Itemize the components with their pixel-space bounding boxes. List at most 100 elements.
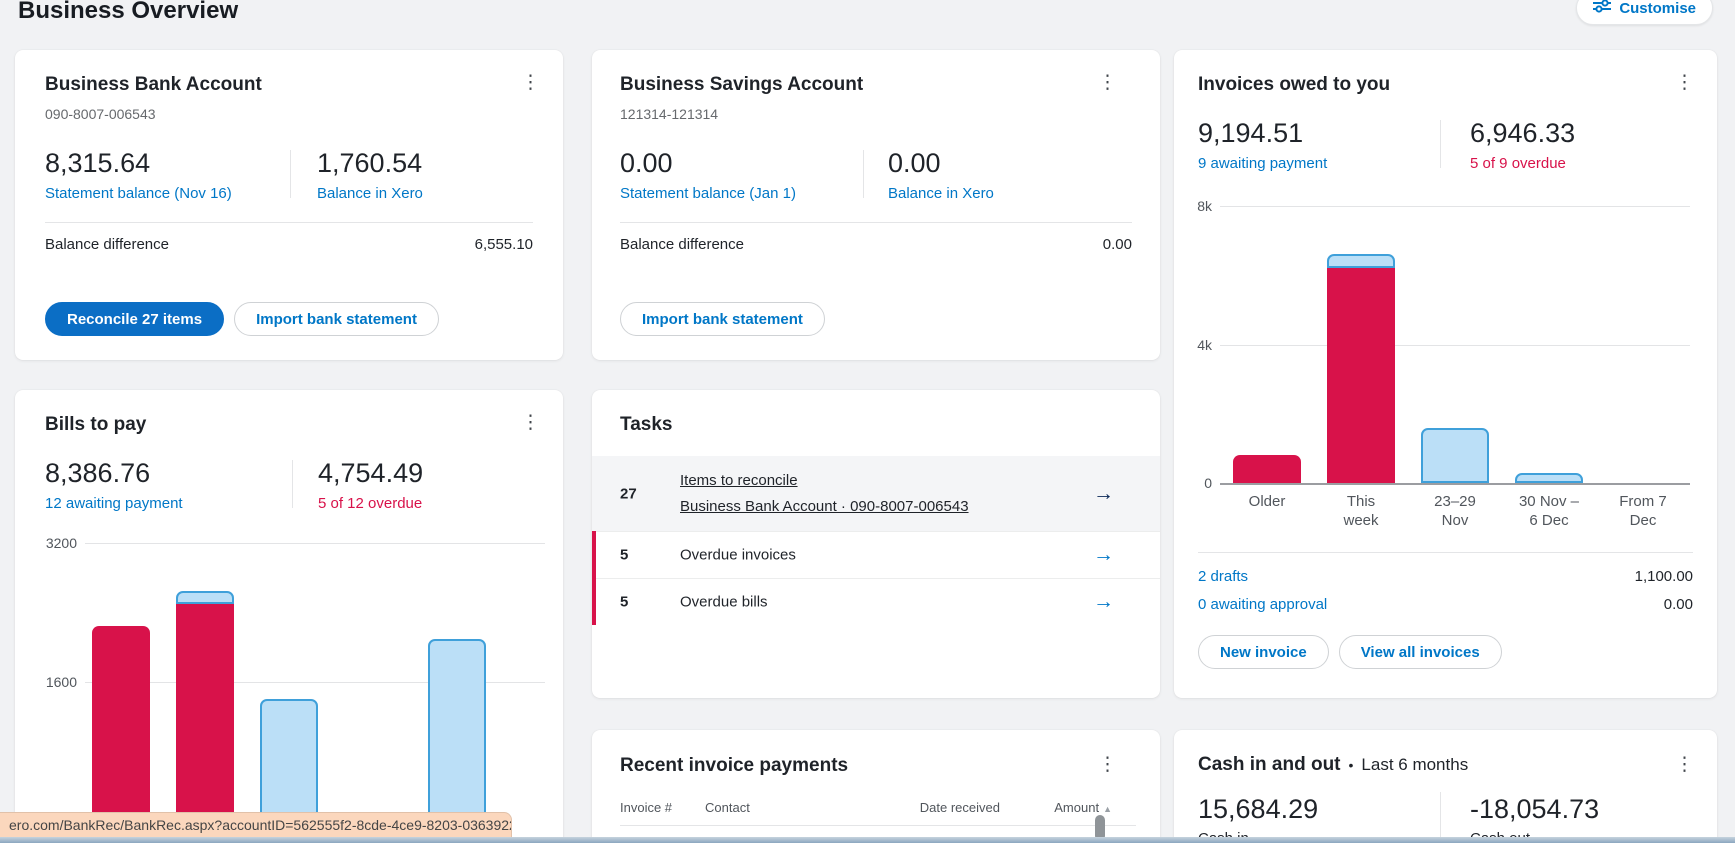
awaiting-payment-link[interactable]: 9 awaiting payment — [1198, 155, 1328, 172]
bills-to-pay-chart: 3200 1600 — [46, 535, 545, 821]
bar-segment-overdue — [176, 603, 234, 821]
kebab-menu-icon[interactable]: ⋮ — [521, 72, 540, 93]
invoices-owed-card: Invoices owed to you ⋮ 9,194.51 9 awaiti… — [1174, 50, 1717, 698]
column-header-date-received[interactable]: Date received — [919, 800, 1000, 815]
kebab-menu-icon[interactable]: ⋮ — [521, 412, 540, 433]
scrollbar-thumb[interactable] — [1095, 815, 1105, 841]
awaiting-payment-block: 9,194.51 9 awaiting payment — [1198, 118, 1327, 172]
task-row-overdue-invoices[interactable]: 5 Overdue invoices → — [592, 531, 1160, 578]
overdue-stripe — [592, 578, 596, 625]
gridline — [1220, 206, 1690, 207]
column-header-invoice[interactable]: Invoice # — [620, 800, 673, 815]
status-url-tooltip: ero.com/BankRec/BankRec.aspx?accountID=5… — [0, 812, 512, 838]
y-axis-tick-label: 3200 — [45, 535, 77, 551]
gridline — [1220, 483, 1690, 485]
task-count: 5 — [620, 593, 629, 610]
customise-label: Customise — [1619, 0, 1696, 17]
bar-5 — [428, 638, 486, 821]
column-header-contact[interactable]: Contact — [705, 800, 750, 815]
card-title-row: Cash in and out • Last 6 months — [1198, 754, 1468, 776]
reconcile-button[interactable]: Reconcile 27 items — [45, 302, 225, 336]
statement-balance-amount: 8,315.64 — [45, 148, 151, 178]
xero-balance-amount: 1,760.54 — [317, 148, 423, 178]
y-axis-tick-label: 4k — [1197, 336, 1212, 353]
y-axis-tick-label: 0 — [1204, 475, 1212, 491]
xero-balance-block: 1,760.54 Balance in Xero — [317, 148, 423, 202]
kebab-menu-icon[interactable]: ⋮ — [1675, 754, 1694, 775]
sliders-icon — [1593, 0, 1612, 17]
awaiting-amount: 8,386.76 — [45, 458, 151, 488]
bank-account-card: Business Bank Account ⋮ 090-8007-006543 … — [15, 50, 563, 360]
card-title: Business Savings Account — [620, 74, 864, 95]
divider — [592, 531, 1160, 532]
task-count: 5 — [620, 546, 629, 563]
task-row-items-to-reconcile[interactable]: 27 Items to reconcile Business Bank Acco… — [592, 456, 1160, 531]
xero-balance-block: 0.00 Balance in Xero — [888, 148, 994, 202]
xero-balance-link[interactable]: Balance in Xero — [317, 185, 423, 202]
awaiting-payment-link[interactable]: 12 awaiting payment — [45, 495, 183, 512]
statement-balance-link[interactable]: Statement balance (Jan 1) — [620, 185, 796, 202]
kebab-menu-icon[interactable]: ⋮ — [1098, 72, 1117, 93]
card-title: Recent invoice payments — [620, 755, 849, 776]
arrow-right-icon[interactable]: → — [1093, 589, 1114, 613]
overdue-block: 4,754.49 5 of 12 overdue — [318, 458, 423, 512]
card-title: Bills to pay — [45, 414, 147, 435]
awaiting-amount: 9,194.51 — [1198, 118, 1304, 148]
items-to-reconcile-link[interactable]: Items to reconcile — [680, 471, 798, 489]
bills-to-pay-card: Bills to pay ⋮ 8,386.76 12 awaiting paym… — [15, 390, 563, 843]
view-all-invoices-button[interactable]: View all invoices — [1338, 635, 1502, 669]
awaiting-approval-value: 0.00 — [1663, 596, 1693, 613]
import-statement-button[interactable]: Import bank statement — [620, 302, 825, 336]
statement-balance-link[interactable]: Statement balance (Nov 16) — [45, 185, 232, 202]
cash-out-block: -18,054.73 Cash out — [1470, 794, 1599, 843]
bar-segment-awaiting — [260, 699, 318, 821]
task-row-overdue-bills[interactable]: 5 Overdue bills → — [592, 578, 1160, 625]
bar-segment-awaiting — [428, 638, 486, 821]
bank-account-link[interactable]: Business Bank Account · 090-8007-006543 — [680, 497, 969, 515]
gridline — [85, 682, 545, 683]
awaiting-approval-link[interactable]: 0 awaiting approval — [1198, 596, 1328, 613]
y-axis-tick-label: 1600 — [45, 674, 77, 690]
bar-segment-overdue — [92, 625, 150, 821]
overdue-link[interactable]: 5 of 9 overdue — [1470, 155, 1566, 172]
overdue-stripe — [592, 531, 596, 578]
task-label: Overdue bills — [680, 593, 768, 610]
bar-segment-awaiting — [176, 590, 234, 604]
divider — [620, 222, 1132, 223]
divider — [592, 578, 1160, 579]
invoices-owed-chart: 8k 4k 0 Older This week 23–29 Nov 30 Nov –6 Dec F… — [1197, 198, 1690, 529]
button-row: Reconcile 27 items Import bank statement — [45, 302, 439, 336]
bar-segment-overdue — [1233, 455, 1301, 483]
new-invoice-button[interactable]: New invoice — [1198, 635, 1329, 669]
gridline — [1220, 344, 1690, 346]
sort-ascending-icon: ▲ — [1103, 804, 1112, 814]
account-number: 090-8007-006543 — [45, 106, 156, 122]
statement-balance-block: 0.00 Statement balance (Jan 1) — [620, 148, 796, 202]
xero-balance-link[interactable]: Balance in Xero — [888, 185, 994, 202]
overdue-amount: 6,946.33 — [1470, 118, 1576, 148]
overdue-block: 6,946.33 5 of 9 overdue — [1470, 118, 1575, 172]
y-axis-tick-label: 8k — [1197, 198, 1212, 214]
page-title: Business Overview — [18, 0, 239, 24]
drafts-link[interactable]: 2 drafts — [1198, 568, 1249, 585]
divider — [1198, 552, 1693, 553]
column-header-amount[interactable]: Amount ▲ — [1054, 800, 1112, 815]
kebab-menu-icon[interactable]: ⋮ — [1675, 72, 1694, 93]
bar-segment-overdue — [1327, 268, 1395, 483]
import-statement-button[interactable]: Import bank statement — [234, 302, 439, 336]
card-title: Cash in and out — [1198, 754, 1341, 775]
xero-balance-amount: 0.00 — [888, 148, 941, 178]
customise-button[interactable]: Customise — [1576, 0, 1713, 25]
kebab-menu-icon[interactable]: ⋮ — [1098, 754, 1117, 775]
window-edge — [0, 837, 1735, 843]
overdue-link[interactable]: 5 of 12 overdue — [318, 495, 423, 512]
bar-1 — [92, 625, 150, 821]
overdue-amount: 4,754.49 — [318, 458, 424, 488]
x-axis-tick-label: From 7 Dec — [1619, 493, 1667, 529]
arrow-right-icon[interactable]: → — [1093, 481, 1114, 505]
arrow-right-icon[interactable]: → — [1093, 542, 1114, 566]
divider — [1440, 792, 1441, 843]
bar-segment-awaiting — [1515, 472, 1583, 483]
gridline — [85, 543, 545, 544]
